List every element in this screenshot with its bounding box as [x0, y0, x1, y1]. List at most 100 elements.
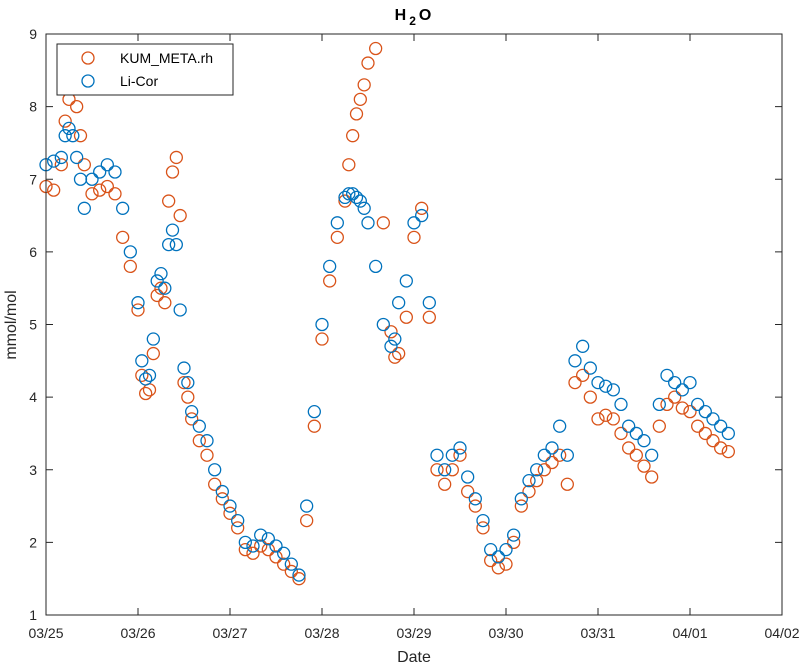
- data-point: [415, 201, 429, 215]
- data-point: [357, 201, 371, 215]
- chart-title-subscript: 2: [409, 14, 416, 28]
- data-point: [606, 383, 620, 397]
- data-point: [62, 121, 76, 136]
- data-point: [353, 92, 367, 107]
- data-point: [583, 361, 597, 375]
- data-point: [165, 223, 180, 237]
- data-point: [568, 354, 582, 368]
- data-point: [576, 368, 590, 382]
- data-point: [683, 375, 697, 390]
- data-point: [614, 397, 628, 412]
- data-point: [169, 150, 183, 165]
- data-point: [560, 477, 574, 491]
- data-point: [606, 412, 620, 426]
- data-point: [346, 129, 360, 143]
- data-point: [645, 448, 659, 462]
- data-point: [499, 542, 513, 557]
- data-point: [142, 368, 157, 382]
- data-point: [73, 129, 88, 143]
- data-point: [47, 183, 61, 197]
- data-point: [445, 463, 459, 477]
- data-point: [622, 419, 636, 433]
- data-point: [215, 492, 229, 506]
- x-tick-label: 03/29: [396, 625, 431, 641]
- data-point: [215, 484, 229, 499]
- data-point: [376, 216, 390, 230]
- data-point: [453, 441, 467, 455]
- data-point: [323, 259, 337, 274]
- data-point: [150, 288, 164, 303]
- y-tick-label: 3: [29, 462, 37, 478]
- data-point: [445, 448, 459, 462]
- data-point: [150, 274, 164, 288]
- data-point: [507, 535, 521, 550]
- data-point: [537, 463, 551, 477]
- data-point: [139, 372, 153, 386]
- data-point: [100, 179, 114, 194]
- data-point: [238, 535, 252, 550]
- data-point: [158, 296, 172, 310]
- data-point: [384, 339, 398, 353]
- data-point: [553, 419, 567, 433]
- data-point: [123, 245, 137, 259]
- data-point: [430, 463, 444, 477]
- x-axis: 03/25 03/26 03/27 03/28 03/29 03/30 03/31 04/01…: [28, 34, 800, 641]
- data-point: [158, 281, 172, 295]
- data-point: [231, 513, 245, 528]
- plot-background: [46, 34, 782, 615]
- data-point: [660, 397, 674, 412]
- legend: KUM_META.rh Li-Cor: [56, 43, 234, 96]
- data-point: [108, 165, 122, 179]
- data-point: [357, 78, 371, 92]
- data-point: [292, 572, 306, 586]
- data-point: [277, 546, 291, 560]
- data-point: [353, 194, 367, 208]
- data-point: [507, 528, 521, 542]
- data-point: [70, 150, 84, 165]
- data-point: [369, 41, 383, 56]
- data-point: [576, 339, 590, 353]
- data-point: [683, 404, 697, 419]
- data-point: [468, 499, 482, 513]
- data-point: [484, 542, 498, 557]
- data-point: [399, 310, 413, 324]
- data-point: [537, 448, 551, 462]
- data-point: [530, 473, 544, 488]
- data-point: [261, 542, 275, 557]
- data-point: [514, 492, 528, 506]
- series-layer: [39, 41, 735, 586]
- data-point: [185, 412, 199, 426]
- data-point: [223, 506, 237, 520]
- data-point: [645, 470, 659, 484]
- data-point: [476, 513, 490, 528]
- data-point: [468, 492, 482, 506]
- data-point: [553, 448, 567, 462]
- data-point: [154, 281, 168, 295]
- data-point: [453, 448, 467, 462]
- data-point: [629, 448, 643, 462]
- data-point: [491, 550, 505, 564]
- data-point: [93, 183, 107, 197]
- data-point: [47, 154, 61, 168]
- y-axis-label: mmol/mol: [3, 290, 20, 359]
- data-point: [652, 419, 666, 433]
- data-point: [721, 426, 735, 441]
- data-point: [315, 332, 329, 346]
- chart-title-end: O: [419, 7, 431, 24]
- data-point: [349, 190, 364, 205]
- data-point: [284, 564, 298, 579]
- data-point: [407, 230, 421, 245]
- data-point: [407, 216, 421, 230]
- data-point: [415, 208, 429, 223]
- data-point: [323, 274, 337, 288]
- data-point: [388, 332, 402, 346]
- data-point: [231, 521, 245, 535]
- data-point: [361, 216, 375, 230]
- y-tick-label: 4: [29, 389, 37, 405]
- data-point: [484, 553, 498, 568]
- data-point: [392, 296, 406, 310]
- data-point: [346, 187, 360, 201]
- data-point: [277, 557, 291, 571]
- x-tick-label: 03/30: [488, 625, 523, 641]
